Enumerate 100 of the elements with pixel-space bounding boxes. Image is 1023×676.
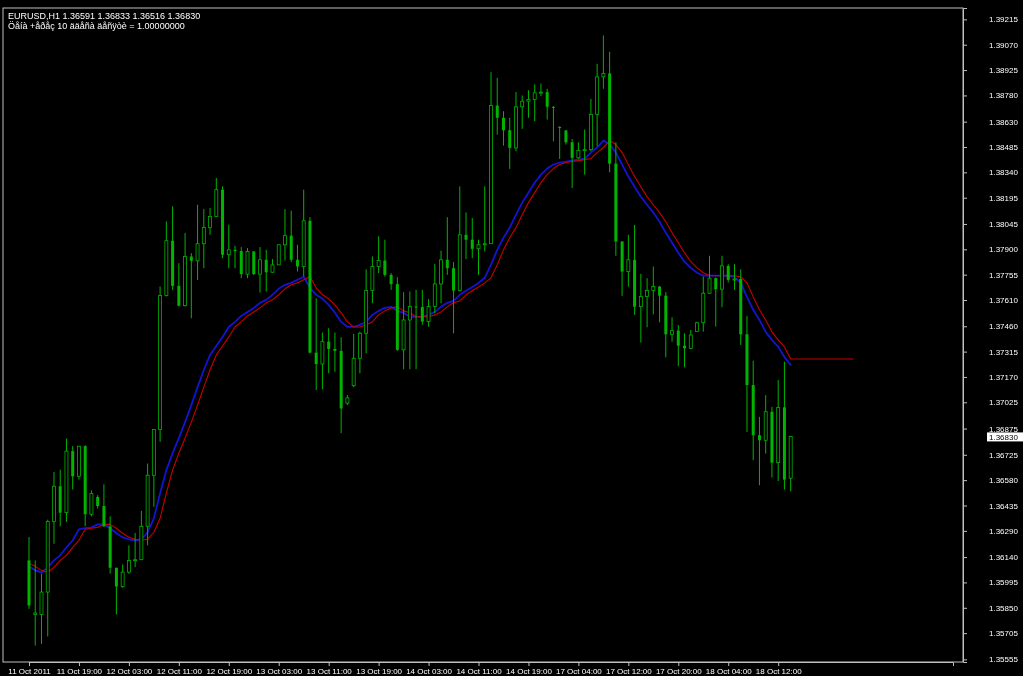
candlestick xyxy=(389,272,393,291)
y-tick-label: 1.37025 xyxy=(989,398,1019,408)
x-tick-label: 13 Oct 11:00 xyxy=(306,666,353,676)
candlestick xyxy=(295,244,299,273)
candlestick xyxy=(638,273,643,344)
y-tick-label: 1.35995 xyxy=(989,578,1019,588)
candlestick xyxy=(676,324,680,367)
x-tick-label: 17 Oct 12:00 xyxy=(605,666,653,676)
candlestick xyxy=(495,77,499,136)
candlestick xyxy=(245,247,250,279)
candlestick xyxy=(445,216,449,276)
candlestick xyxy=(126,544,131,575)
candlestick xyxy=(539,83,543,97)
text: Öåíà +åðåç 10 ääåñà äåñÿòè = 1.00000000 xyxy=(8,21,185,31)
y-tick-label: 1.37315 xyxy=(989,347,1019,357)
x-tick-label: 14 Oct 19:00 xyxy=(506,666,553,676)
candlestick xyxy=(264,249,268,292)
y-tick-label: 1.38485 xyxy=(989,143,1019,153)
y-tick-label: 1.35555 xyxy=(989,655,1019,665)
candlestick xyxy=(476,239,481,276)
y-tick-label: 1.36140 xyxy=(989,553,1019,563)
y-tick-label: 1.38195 xyxy=(989,193,1019,203)
chart-title: EURUSD,H1 1.36591 1.36833 1.36516 1.36830 xyxy=(8,11,201,21)
y-tick-label: 1.38780 xyxy=(989,91,1019,101)
candlestick xyxy=(383,239,387,278)
candlestick xyxy=(432,263,437,314)
y-tick-label: 1.37610 xyxy=(989,296,1019,306)
candlestick xyxy=(726,263,730,284)
candlestick xyxy=(720,255,724,308)
y-tick-label: 1.36290 xyxy=(989,526,1019,536)
x-tick-label: 12 Oct 03:00 xyxy=(106,666,153,676)
candlestick xyxy=(714,276,718,328)
candlestick xyxy=(757,416,761,486)
y-tick-label: 1.35850 xyxy=(989,603,1019,613)
candlestick xyxy=(89,489,94,517)
y-tick-label: 1.36435 xyxy=(989,501,1019,511)
candlestick xyxy=(570,138,574,189)
y-tick-label: 1.36725 xyxy=(989,450,1019,460)
candlestick xyxy=(133,532,138,568)
candlestick xyxy=(327,327,331,374)
candlestick xyxy=(226,224,231,269)
candlestick xyxy=(102,483,106,528)
candlestick xyxy=(558,125,562,160)
x-tick-label: 18 Oct 04:00 xyxy=(705,666,753,676)
candlestick xyxy=(470,217,474,259)
candlestick xyxy=(177,262,181,307)
candlestick xyxy=(482,185,487,252)
x-tick-label: 13 Oct 03:00 xyxy=(256,666,303,676)
candlestick xyxy=(314,297,318,391)
y-tick-label: 1.36875 xyxy=(989,424,1019,434)
y-tick-label: 1.37460 xyxy=(989,322,1019,332)
candlestick xyxy=(464,211,468,260)
candlestick xyxy=(520,94,525,130)
candlestick xyxy=(407,290,412,370)
candlestick xyxy=(258,246,262,294)
candlestick xyxy=(645,277,649,328)
candlestick xyxy=(33,559,38,647)
candlestick xyxy=(333,332,337,373)
y-tick-label: 1.36580 xyxy=(989,476,1019,486)
candlestick xyxy=(526,89,531,119)
candlestick xyxy=(39,573,44,645)
y-tick-label: 1.38630 xyxy=(989,117,1019,127)
y-tick-label: 1.39215 xyxy=(989,15,1019,25)
x-tick-label: 11 Oct 19:00 xyxy=(56,666,103,676)
x-tick-label: 13 Oct 19:00 xyxy=(356,666,403,676)
y-tick-label: 1.38045 xyxy=(989,220,1019,230)
candlestick xyxy=(651,265,656,315)
candlestick xyxy=(414,289,418,370)
candlestick xyxy=(452,261,456,334)
y-tick-label: 1.38925 xyxy=(989,66,1019,76)
candlestick xyxy=(545,88,549,121)
candlestick xyxy=(189,252,193,319)
x-tick-label: 11 Oct 2011 xyxy=(8,666,52,676)
candlestick xyxy=(276,244,281,266)
candlestick xyxy=(426,298,431,328)
candlestick xyxy=(283,208,287,262)
y-tick-label: 1.37900 xyxy=(989,245,1019,255)
x-tick-label: 12 Oct 11:00 xyxy=(156,666,203,676)
candlestick xyxy=(252,250,256,276)
candlestick xyxy=(420,289,424,326)
candlestick xyxy=(532,83,537,122)
x-tick-label: 14 Oct 11:00 xyxy=(456,666,503,676)
y-tick-label: 1.37170 xyxy=(989,373,1019,383)
y-tick-label: 1.39070 xyxy=(989,40,1019,50)
candlestick xyxy=(670,316,674,343)
text: 1.36830 xyxy=(989,432,1019,442)
candlestick xyxy=(707,255,712,295)
candlestick xyxy=(114,567,118,615)
candlestick xyxy=(208,207,212,236)
candlestick xyxy=(195,204,200,281)
y-tick-label: 1.35705 xyxy=(989,629,1019,639)
x-tick-label: 18 Oct 12:00 xyxy=(755,666,803,676)
x-tick-label: 14 Oct 03:00 xyxy=(406,666,453,676)
candlestick xyxy=(120,563,125,589)
x-tick-label: 17 Oct 04:00 xyxy=(556,666,603,676)
y-tick-label: 1.37755 xyxy=(989,270,1019,280)
candlestick xyxy=(551,105,555,142)
y-tick-label: 1.38340 xyxy=(989,168,1019,178)
x-tick-label: 12 Oct 19:00 xyxy=(206,666,253,676)
candlestick xyxy=(732,263,737,291)
